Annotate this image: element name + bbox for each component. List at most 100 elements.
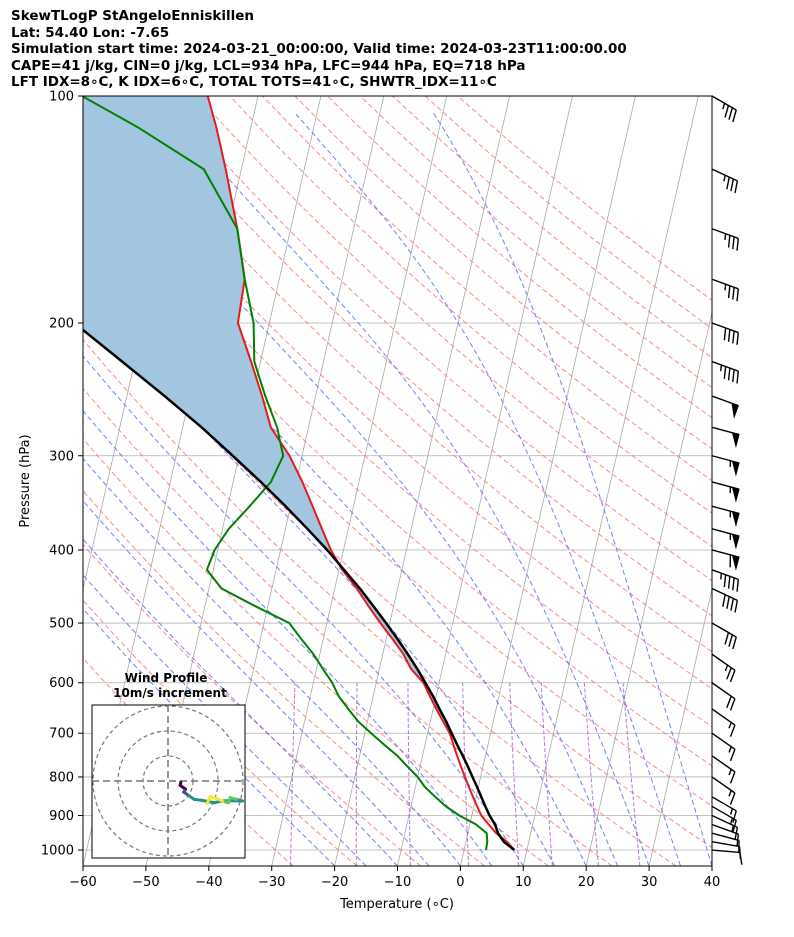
wind-barb [711,682,736,711]
wind-barb-feather [723,366,727,379]
moist-adiabat [83,538,398,866]
x-tick-label: 10 [515,875,532,890]
hodograph-trace [205,798,211,805]
wind-barb-staff [711,360,739,372]
y-tick-label: 400 [49,543,74,558]
y-tick-label: 800 [49,770,74,785]
wind-barb-feather [736,332,740,345]
wind-barb-staff [711,805,737,821]
wind-barb-flag [731,402,739,419]
cape-area [83,96,452,734]
wind-barb-staff [711,569,739,581]
x-tick-label: −10 [384,875,411,890]
mixing-ratio-line [583,682,599,866]
wind-barb-staff [711,622,737,638]
moist-adiabat [83,574,367,866]
wind-barb-halffeather [723,175,726,182]
x-tick-label: 40 [704,875,721,890]
moist-adiabat [83,119,619,866]
wind-barb-staff [711,653,736,671]
wind-barb-feather [724,632,730,645]
wind-barb [711,653,736,683]
wind-barb-feather [739,852,743,865]
x-tick-label: −30 [258,875,285,890]
hodograph-title: Wind Profile [125,671,208,685]
wind-barb [711,455,740,477]
wind-barb-flag [731,511,740,528]
y-tick-label: 600 [49,676,74,691]
wind-barb [711,587,739,613]
wind-barb [711,95,737,123]
moist-adiabat [293,111,681,866]
wind-barb [711,755,736,784]
wind-barb [711,395,739,419]
wind-barb-feather [726,695,732,709]
isotherm-line [460,96,636,866]
wind-barb-staff [711,832,740,842]
wind-barb-feather [729,724,736,737]
moist-adiabat [83,355,524,866]
x-tick-label: −20 [321,875,348,890]
dry-adiabat [196,96,712,548]
wind-barb-halffeather [724,233,727,240]
wind-barb-feather [732,109,737,123]
wind-barb-staff [711,814,738,828]
moist-adiabat [83,607,335,866]
dry-adiabat [83,338,677,866]
wind-barb-staff [711,841,740,848]
index-line: LFT IDX=8∘C, K IDX=6∘C, TOTAL TOTS=41∘C,… [11,74,497,91]
wind-barb [711,569,740,592]
wind-barb-staff [711,708,736,726]
moist-adiabat [83,410,493,866]
wind-barb-flag [731,486,740,503]
wind-barb-feather [724,105,730,118]
dry-adiabat [457,96,712,301]
wind-barb-staff [711,587,738,602]
wind-barb-staff [711,732,736,750]
wind-barb [711,278,740,302]
wind-barb-halffeather [728,746,732,753]
wind-barb-feather [727,576,731,589]
dry-adiabat [83,657,294,866]
wind-barb [711,360,740,384]
wind-barb-feather [728,107,734,120]
wind-barb-staff [711,95,737,111]
wind-barbs [711,95,743,865]
x-tick-label: 0 [456,875,464,890]
wind-barb-staff [711,796,737,812]
x-tick-label: −40 [195,875,222,890]
isotherm-line [0,96,69,866]
dry-adiabat [262,96,712,482]
isotherm-line [711,864,712,866]
sounding-lines [83,96,516,851]
wind-barb-halffeather [722,103,726,110]
wind-barb-feather [726,176,730,190]
chart-header: SkewTLogP StAngeloEnniskillen Lat: 54.40… [11,8,627,91]
wind-barb [711,549,740,571]
wind-barb [711,228,740,251]
dry-adiabat [83,543,422,866]
location-line: Lat: 54.40 Lon: -7.65 [11,24,170,41]
axes: −60 −50 −40 −30 −20 −10 0 10 20 30 40 100 200 300 400 5… [41,90,720,891]
dry-adiabat [327,96,712,419]
wind-barb [711,505,740,528]
wind-barb-staff [711,823,739,835]
mixing-ratio-line [407,682,411,866]
wind-barb-halffeather [728,790,732,797]
isotherm-line [0,96,6,866]
wind-barb-feather [732,236,735,250]
wind-barb-feather [736,288,740,302]
wind-barb [711,481,740,503]
dewpoint-line [83,96,489,851]
wind-barb [711,528,740,550]
wind-barb-staff [711,755,736,773]
dry-adiabat [83,157,712,728]
wind-barb-staff [711,228,739,240]
wind-barb [711,732,736,762]
temperature-line [206,96,516,851]
x-tick-label: 30 [641,875,658,890]
wind-barb [711,426,740,449]
wind-barb-feather [736,371,740,384]
mixing-ratio-line [540,682,553,866]
